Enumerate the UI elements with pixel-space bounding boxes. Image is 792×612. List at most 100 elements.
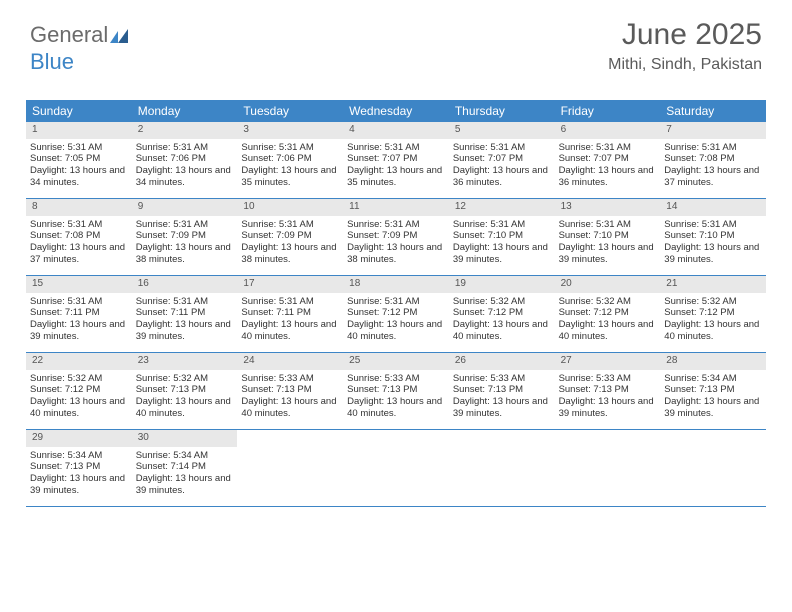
sunset-text: Sunset: 7:10 PM [559,230,657,242]
day-number: 6 [555,122,661,139]
day-body: Sunrise: 5:32 AMSunset: 7:12 PMDaylight:… [26,370,132,426]
weekday-header: Friday [555,100,661,122]
sunrise-text: Sunrise: 5:31 AM [664,142,762,154]
sunrise-text: Sunrise: 5:31 AM [347,296,445,308]
day-cell: 9 Sunrise: 5:31 AMSunset: 7:09 PMDaylight… [132,199,238,275]
sunset-text: Sunset: 7:13 PM [241,384,339,396]
day-body: Sunrise: 5:32 AMSunset: 7:12 PMDaylight:… [555,293,661,349]
day-cell: 10Sunrise: 5:31 AMSunset: 7:09 PMDayligh… [237,199,343,275]
weekday-header-row: SundayMondayTuesdayWednesdayThursdayFrid… [26,100,766,122]
day-body: Sunrise: 5:31 AMSunset: 7:07 PMDaylight:… [449,139,555,195]
day-cell: 4Sunrise: 5:31 AMSunset: 7:07 PMDaylight… [343,122,449,198]
week-row: 8Sunrise: 5:31 AMSunset: 7:08 PMDaylight… [26,199,766,276]
day-cell: 21Sunrise: 5:32 AMSunset: 7:12 PMDayligh… [660,276,766,352]
day-cell: 15Sunrise: 5:31 AMSunset: 7:11 PMDayligh… [26,276,132,352]
day-number: 1 [26,122,132,139]
day-body: Sunrise: 5:32 AMSunset: 7:12 PMDaylight:… [449,293,555,349]
day-cell: 13Sunrise: 5:31 AMSunset: 7:10 PMDayligh… [555,199,661,275]
sunrise-text: Sunrise: 5:31 AM [241,296,339,308]
sunset-text: Sunset: 7:13 PM [453,384,551,396]
day-body: Sunrise: 5:32 AMSunset: 7:12 PMDaylight:… [660,293,766,349]
sunset-text: Sunset: 7:11 PM [30,307,128,319]
sunrise-text: Sunrise: 5:32 AM [664,296,762,308]
day-number: 9 [132,199,238,216]
daylight-text: Daylight: 13 hours and 40 minutes. [453,319,551,343]
day-body: Sunrise: 5:34 AMSunset: 7:13 PMDaylight:… [660,370,766,426]
weekday-header: Thursday [449,100,555,122]
daylight-text: Daylight: 13 hours and 39 minutes. [664,396,762,420]
day-number: 20 [555,276,661,293]
day-number: 2 [132,122,238,139]
sunset-text: Sunset: 7:06 PM [136,153,234,165]
daylight-text: Daylight: 13 hours and 40 minutes. [241,396,339,420]
sunset-text: Sunset: 7:12 PM [664,307,762,319]
day-cell: 12Sunrise: 5:31 AMSunset: 7:10 PMDayligh… [449,199,555,275]
header: June 2025 Mithi, Sindh, Pakistan [608,18,762,74]
day-number: 12 [449,199,555,216]
day-number: 18 [343,276,449,293]
sunrise-text: Sunrise: 5:33 AM [453,373,551,385]
weekday-header: Saturday [660,100,766,122]
sunrise-text: Sunrise: 5:31 AM [664,219,762,231]
sunset-text: Sunset: 7:05 PM [30,153,128,165]
day-number: 7 [660,122,766,139]
day-cell: 7Sunrise: 5:31 AMSunset: 7:08 PMDaylight… [660,122,766,198]
daylight-text: Daylight: 13 hours and 39 minutes. [136,319,234,343]
sunrise-text: Sunrise: 5:32 AM [136,373,234,385]
daylight-text: Daylight: 13 hours and 40 minutes. [664,319,762,343]
sunrise-text: Sunrise: 5:31 AM [241,219,339,231]
day-body: Sunrise: 5:31 AMSunset: 7:05 PMDaylight:… [26,139,132,195]
day-body: Sunrise: 5:34 AMSunset: 7:13 PMDaylight:… [26,447,132,503]
day-number: 28 [660,353,766,370]
sunrise-text: Sunrise: 5:31 AM [347,142,445,154]
day-cell: 16Sunrise: 5:31 AMSunset: 7:11 PMDayligh… [132,276,238,352]
daylight-text: Daylight: 13 hours and 34 minutes. [136,165,234,189]
sunset-text: Sunset: 7:12 PM [347,307,445,319]
daylight-text: Daylight: 13 hours and 40 minutes. [30,396,128,420]
sunset-text: Sunset: 7:13 PM [559,384,657,396]
daylight-text: Daylight: 13 hours and 38 minutes. [136,242,234,266]
sunset-text: Sunset: 7:13 PM [347,384,445,396]
day-cell: 6Sunrise: 5:31 AMSunset: 7:07 PMDaylight… [555,122,661,198]
logo-icon [110,23,130,49]
day-body: Sunrise: 5:31 AMSunset: 7:11 PMDaylight:… [237,293,343,349]
day-cell: 19Sunrise: 5:32 AMSunset: 7:12 PMDayligh… [449,276,555,352]
sunrise-text: Sunrise: 5:31 AM [136,219,234,231]
day-cell: 11Sunrise: 5:31 AMSunset: 7:09 PMDayligh… [343,199,449,275]
day-cell: 2Sunrise: 5:31 AMSunset: 7:06 PMDaylight… [132,122,238,198]
day-number: 3 [237,122,343,139]
daylight-text: Daylight: 13 hours and 37 minutes. [664,165,762,189]
sunrise-text: Sunrise: 5:34 AM [664,373,762,385]
day-body: Sunrise: 5:31 AMSunset: 7:10 PMDaylight:… [660,216,766,272]
sunrise-text: Sunrise: 5:34 AM [136,450,234,462]
day-number: 13 [555,199,661,216]
weekday-header: Wednesday [343,100,449,122]
sunset-text: Sunset: 7:12 PM [559,307,657,319]
day-cell: 24Sunrise: 5:33 AMSunset: 7:13 PMDayligh… [237,353,343,429]
sunset-text: Sunset: 7:09 PM [241,230,339,242]
daylight-text: Daylight: 13 hours and 39 minutes. [30,473,128,497]
day-cell: 18Sunrise: 5:31 AMSunset: 7:12 PMDayligh… [343,276,449,352]
sunset-text: Sunset: 7:09 PM [136,230,234,242]
day-body: Sunrise: 5:31 AMSunset: 7:06 PMDaylight:… [132,139,238,195]
page-title: June 2025 [608,18,762,52]
sunrise-text: Sunrise: 5:33 AM [347,373,445,385]
day-body: Sunrise: 5:31 AMSunset: 7:12 PMDaylight:… [343,293,449,349]
day-cell: 1Sunrise: 5:31 AMSunset: 7:05 PMDaylight… [26,122,132,198]
day-number: 8 [26,199,132,216]
sunset-text: Sunset: 7:07 PM [347,153,445,165]
day-body: Sunrise: 5:31 AMSunset: 7:11 PMDaylight:… [26,293,132,349]
sunrise-text: Sunrise: 5:32 AM [30,373,128,385]
sunset-text: Sunset: 7:11 PM [136,307,234,319]
sunset-text: Sunset: 7:11 PM [241,307,339,319]
day-cell: 28Sunrise: 5:34 AMSunset: 7:13 PMDayligh… [660,353,766,429]
daylight-text: Daylight: 13 hours and 40 minutes. [347,319,445,343]
daylight-text: Daylight: 13 hours and 35 minutes. [241,165,339,189]
daylight-text: Daylight: 13 hours and 35 minutes. [347,165,445,189]
sunrise-text: Sunrise: 5:31 AM [30,296,128,308]
day-cell [449,430,555,506]
day-number: 30 [132,430,238,447]
day-number: 5 [449,122,555,139]
week-row: 15Sunrise: 5:31 AMSunset: 7:11 PMDayligh… [26,276,766,353]
daylight-text: Daylight: 13 hours and 38 minutes. [241,242,339,266]
